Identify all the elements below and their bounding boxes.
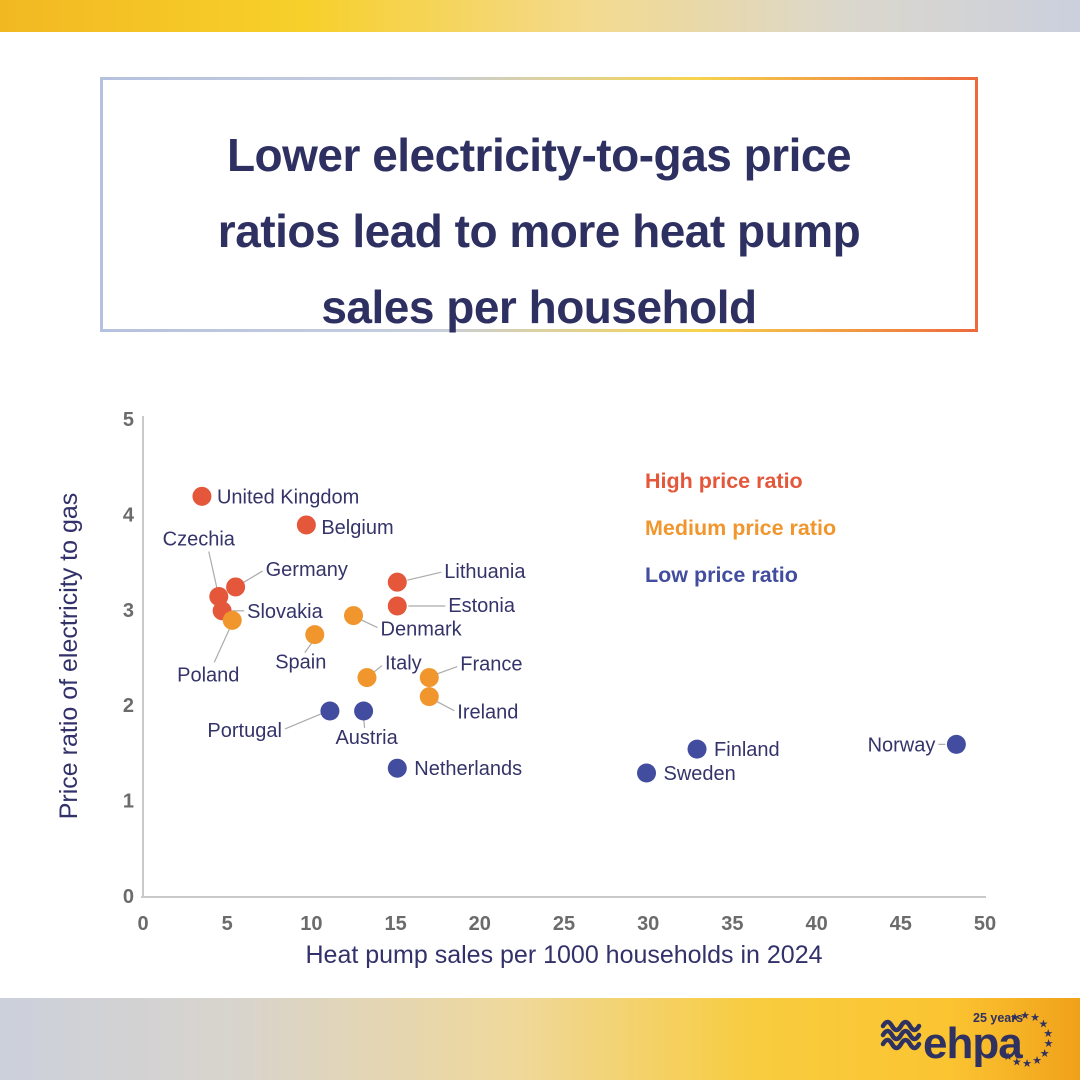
data-point-norway <box>946 734 966 754</box>
point-label-estonia: Estonia <box>448 595 516 617</box>
data-point-france <box>419 668 439 688</box>
logo-star-icon: ★ <box>1003 1051 1013 1063</box>
point-label-portugal: Portugal <box>207 720 282 742</box>
data-point-lithuania <box>387 572 407 592</box>
leader-line-lithuania <box>407 571 442 581</box>
x-tick-label: 30 <box>637 913 659 935</box>
logo-star-icon: ★ <box>1010 1012 1020 1024</box>
top-gradient-bar <box>0 0 1080 32</box>
leader-line-ireland <box>435 700 455 712</box>
logo-stars: ★ ★ ★★★★★★★★★ <box>1003 1010 1054 1070</box>
data-point-finland <box>687 739 707 759</box>
data-point-belgium <box>296 515 316 535</box>
ehpa-logo: ehpa 25 years ★ ★ ★★★★★★★★★ <box>880 1010 1054 1070</box>
page-title-line-2: ratios lead to more heat pump <box>217 205 861 257</box>
logo-star-icon: ★ <box>1040 1048 1050 1060</box>
point-label-norway: Norway <box>868 734 936 756</box>
data-point-sweden <box>637 763 657 783</box>
logo-star-icon: ★ <box>1030 1012 1040 1024</box>
point-label-poland: Poland <box>177 664 239 686</box>
x-tick-label: 35 <box>721 913 743 935</box>
data-point-portugal <box>320 701 340 721</box>
x-tick-label: 40 <box>805 913 827 935</box>
y-axis-title: Price ratio of electricity to gas <box>55 493 83 820</box>
logo-star-icon: ★ <box>1044 1038 1054 1050</box>
logo-star-icon: ★ <box>1012 1057 1022 1069</box>
logo-star-icon: ★ <box>1022 1058 1032 1070</box>
y-tick-label: 1 <box>123 791 134 813</box>
leader-line-denmark <box>360 619 378 629</box>
data-point-germany <box>226 577 246 597</box>
data-point-ireland <box>419 687 439 707</box>
leader-line-poland <box>213 629 230 663</box>
data-point-czechia <box>209 586 229 606</box>
y-tick-label: 0 <box>123 886 134 908</box>
point-label-belgium: Belgium <box>321 517 393 539</box>
leader-line-czechia <box>208 551 218 588</box>
point-label-denmark: Denmark <box>381 619 463 641</box>
leader-line-germany <box>242 570 263 584</box>
data-point-netherlands <box>387 758 407 778</box>
legend-item-medium: Medium price ratio <box>645 516 836 540</box>
x-tick-label: 10 <box>300 913 322 935</box>
logo-star-icon: ★ <box>1020 1010 1030 1022</box>
point-label-slovakia: Slovakia <box>247 601 323 623</box>
data-point-austria <box>354 701 374 721</box>
data-point-estonia <box>387 596 407 616</box>
data-point-spain <box>305 625 325 645</box>
page-title-line-3: sales per household <box>321 281 757 333</box>
x-tick-label: 0 <box>137 913 148 935</box>
leader-line-portugal <box>284 713 322 730</box>
x-tick-label: 25 <box>553 913 575 935</box>
logo-star-icon: ★ <box>1032 1055 1042 1067</box>
data-point-italy <box>357 668 377 688</box>
x-tick-label: 15 <box>384 913 406 935</box>
point-label-germany: Germany <box>266 559 348 581</box>
data-point-poland <box>222 610 242 630</box>
y-tick-label: 3 <box>123 600 134 622</box>
point-label-lithuania: Lithuania <box>444 561 526 583</box>
point-label-united-kingdom: United Kingdom <box>217 486 359 508</box>
point-label-czechia: Czechia <box>163 528 236 550</box>
footer-gradient-bar: ehpa 25 years ★ ★ ★ ★ ★ ★ ★ ★ ★ ★ ★ <box>0 998 1080 1080</box>
point-label-france: France <box>460 654 522 676</box>
point-label-sweden: Sweden <box>664 763 736 785</box>
x-tick-label: 5 <box>222 913 233 935</box>
x-axis-title: Heat pump sales per 1000 households in 2… <box>305 941 822 969</box>
point-label-austria: Austria <box>335 727 398 749</box>
y-tick-label: 2 <box>123 695 134 717</box>
data-point-denmark <box>344 606 363 626</box>
y-tick-label: 5 <box>123 409 134 431</box>
x-tick-label: 45 <box>890 913 912 935</box>
logo-star-icon: ★ <box>1038 1019 1048 1031</box>
logo-anniversary-label: 25 years <box>973 1011 1023 1025</box>
title-box: Lower electricity-to-gas price ratios le… <box>100 77 978 333</box>
logo-wordmark: ehpa <box>923 1019 1023 1068</box>
point-label-finland: Finland <box>714 739 780 761</box>
point-label-ireland: Ireland <box>457 702 518 724</box>
x-tick-label: 50 <box>974 913 996 935</box>
point-label-netherlands: Netherlands <box>414 758 522 780</box>
data-point-united-kingdom <box>192 486 212 506</box>
legend-item-high: High price ratio <box>645 469 803 493</box>
point-label-spain: Spain <box>275 652 326 674</box>
logo-star-icon: ★ <box>1043 1028 1053 1040</box>
point-label-italy: Italy <box>385 653 422 675</box>
y-tick-label: 4 <box>123 504 135 526</box>
x-tick-label: 20 <box>469 913 491 935</box>
page-title-line-1: Lower electricity-to-gas price <box>226 129 852 181</box>
legend-item-low: Low price ratio <box>645 563 798 587</box>
leader-line-france <box>435 666 458 676</box>
waves-icon <box>880 1019 922 1051</box>
